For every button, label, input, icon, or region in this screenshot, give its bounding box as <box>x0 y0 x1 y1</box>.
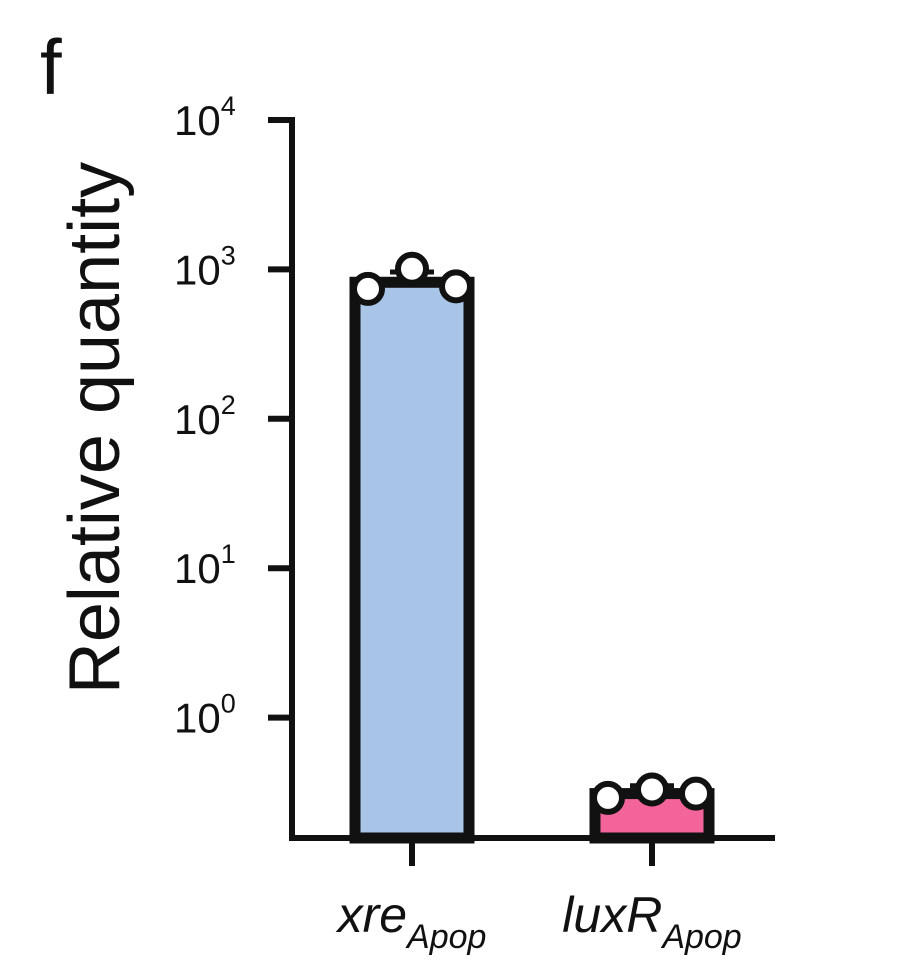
bar-xre <box>349 276 475 844</box>
data-point <box>591 780 625 815</box>
x-tick-label: luxRApop <box>562 887 741 956</box>
y-tick-label: 104 <box>174 91 236 144</box>
panel-label: f <box>40 23 62 111</box>
y-tick-label: 102 <box>174 390 236 443</box>
y-tick-label: 101 <box>174 539 236 592</box>
y-tick-label: 100 <box>174 689 236 742</box>
y-tick-label: 103 <box>174 240 236 293</box>
data-point <box>351 271 385 306</box>
data-point <box>439 269 473 304</box>
data-point <box>679 776 713 811</box>
x-tick-label: xreApop <box>336 887 487 956</box>
data-point <box>395 251 429 286</box>
data-point <box>635 772 669 807</box>
